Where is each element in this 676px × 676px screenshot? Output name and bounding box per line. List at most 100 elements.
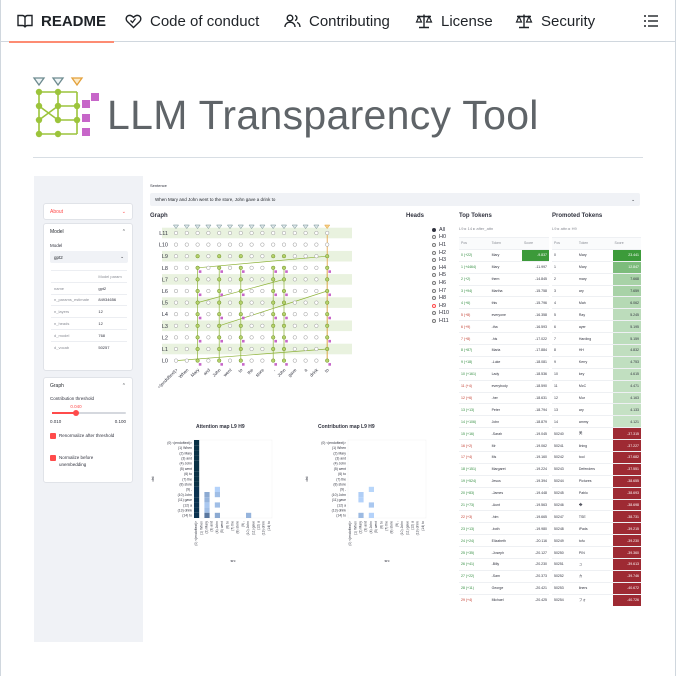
graph-node[interactable] xyxy=(314,300,319,305)
graph-node[interactable] xyxy=(314,323,319,328)
graph-node[interactable] xyxy=(206,288,211,294)
graph-ffn-node[interactable] xyxy=(274,339,277,343)
graph-node[interactable] xyxy=(206,300,211,305)
table-row[interactable]: 25 (+35) -Joseph -20.127 xyxy=(459,546,549,559)
graph-node[interactable] xyxy=(227,358,233,363)
table-row[interactable]: 0 (+22) Mary -9.837 xyxy=(459,248,549,262)
graph-node[interactable] xyxy=(184,288,189,294)
table-row[interactable]: 50253 liners -40.672 xyxy=(552,581,641,595)
graph-node[interactable] xyxy=(238,254,243,259)
head-radio-h9[interactable]: H9 xyxy=(432,302,449,310)
graph-ffn-node[interactable] xyxy=(220,270,223,273)
graph-node[interactable] xyxy=(173,288,179,294)
graph-node[interactable] xyxy=(184,358,189,363)
graph-node[interactable] xyxy=(206,312,211,317)
graph-node[interactable] xyxy=(249,312,254,317)
graph-ffn-node[interactable] xyxy=(198,339,202,343)
table-row[interactable]: 50246 � -38.698 xyxy=(552,498,641,511)
table-row[interactable]: 17 (+4) Ms -19.160 xyxy=(459,451,549,464)
graph-node[interactable] xyxy=(292,346,297,352)
graph-node[interactable] xyxy=(195,265,200,270)
graph-node[interactable] xyxy=(173,358,179,363)
graph-node[interactable] xyxy=(173,312,179,317)
table-row[interactable]: 24 (+24) Elizabeth -20.116 xyxy=(459,534,549,547)
table-row[interactable]: 12 (+6) -her -18.631 xyxy=(459,391,549,404)
graph-node[interactable] xyxy=(281,230,287,236)
graph-node[interactable] xyxy=(303,242,308,247)
graph-node[interactable] xyxy=(206,230,211,236)
graph-node[interactable] xyxy=(260,277,265,282)
table-row[interactable]: 23 (+13) -both -19.980 xyxy=(459,522,549,535)
graph-node[interactable] xyxy=(184,300,189,305)
graph-node[interactable] xyxy=(260,312,265,317)
graph-node[interactable] xyxy=(314,254,319,259)
graph-ffn-node[interactable] xyxy=(285,270,288,273)
graph-node[interactable] xyxy=(271,358,276,363)
graph-node[interactable] xyxy=(325,277,330,282)
graph-node[interactable] xyxy=(303,230,308,236)
table-row[interactable]: 50252 カ -39.746 xyxy=(552,569,641,583)
graph-node[interactable] xyxy=(303,312,308,317)
graph-node[interactable] xyxy=(227,323,233,328)
graph-node[interactable] xyxy=(260,335,265,340)
table-row[interactable]: 50241 lining -37.227 xyxy=(552,439,641,452)
graph-node[interactable] xyxy=(195,312,200,317)
graph-node[interactable] xyxy=(292,254,297,259)
graph-node[interactable] xyxy=(238,300,243,305)
token-output-marker[interactable] xyxy=(259,224,266,230)
graph-node[interactable] xyxy=(173,230,179,236)
graph-node[interactable] xyxy=(249,358,254,363)
token-output-marker[interactable] xyxy=(302,224,309,230)
graph-node[interactable] xyxy=(249,230,254,236)
graph-node[interactable] xyxy=(281,323,287,328)
token-output-marker[interactable] xyxy=(172,224,180,230)
graph-node[interactable] xyxy=(292,277,297,282)
graph-node[interactable] xyxy=(238,335,243,340)
graph-node[interactable] xyxy=(314,242,319,247)
table-row[interactable]: 50240 美 -37.315 xyxy=(552,427,641,440)
graph-node[interactable] xyxy=(260,254,265,259)
graph-node[interactable] xyxy=(217,323,222,328)
graph-node[interactable] xyxy=(227,288,233,294)
table-row[interactable]: 15 (+16) -Sarah -19.045 xyxy=(459,427,549,440)
graph-node[interactable] xyxy=(281,242,287,247)
model-select[interactable]: gpt2 ⌄ xyxy=(50,251,128,263)
graph-node[interactable] xyxy=(238,358,243,363)
graph-node[interactable] xyxy=(271,242,276,247)
table-row[interactable]: 50245 Pablo -38.693 xyxy=(552,486,641,500)
graph-node[interactable] xyxy=(325,358,330,363)
graph-node[interactable] xyxy=(303,335,308,340)
graph-node[interactable] xyxy=(227,312,233,317)
graph-node[interactable] xyxy=(249,335,254,340)
graph-node[interactable] xyxy=(325,335,330,340)
graph-node[interactable] xyxy=(292,335,297,340)
token-output-marker[interactable] xyxy=(237,224,244,230)
table-row[interactable]: 5 Ray 5.245 xyxy=(552,308,641,321)
head-radio-h11[interactable]: H11 xyxy=(432,317,449,325)
graph-node[interactable] xyxy=(195,277,200,282)
graph-ffn-node[interactable] xyxy=(274,270,277,273)
graph-node[interactable] xyxy=(227,242,233,247)
graph-node[interactable] xyxy=(217,312,222,317)
graph-node[interactable] xyxy=(227,335,233,340)
table-row[interactable]: 22 (+3) -him -19.665 xyxy=(459,510,549,523)
graph-node[interactable] xyxy=(260,323,265,328)
graph-node[interactable] xyxy=(173,346,179,352)
graph-ffn-node[interactable] xyxy=(328,339,331,343)
graph-node[interactable] xyxy=(281,254,287,259)
graph-node[interactable] xyxy=(173,254,179,259)
table-row[interactable]: 50251 ュ -39.613 xyxy=(552,558,641,571)
graph-ffn-node[interactable] xyxy=(220,363,223,366)
graph-ffn-node[interactable] xyxy=(285,363,288,366)
graph-node[interactable] xyxy=(195,242,200,247)
graph-node[interactable] xyxy=(206,277,211,282)
graph-node[interactable] xyxy=(292,230,297,236)
table-row[interactable]: 28 (+11) George -20.421 xyxy=(459,581,549,595)
graph-node[interactable] xyxy=(217,300,222,305)
graph-node[interactable] xyxy=(325,300,330,305)
graph-ffn-node[interactable] xyxy=(198,270,202,273)
graph-node[interactable] xyxy=(281,358,287,363)
graph-node[interactable] xyxy=(292,288,297,294)
table-row[interactable]: 10 (+161) Lady -18.536 xyxy=(459,367,549,381)
table-row[interactable]: 4 Mah 6.062 xyxy=(552,296,641,309)
